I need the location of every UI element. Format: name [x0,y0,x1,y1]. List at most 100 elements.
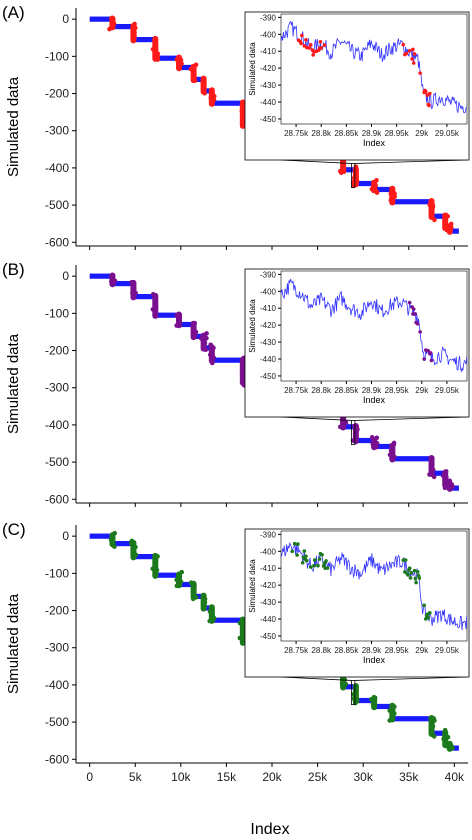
inset-change-point [404,51,409,56]
zoom-connector [280,416,352,421]
inset-change-point [406,573,410,577]
zoom-connector [280,676,352,681]
y-tick-label: -100 [45,306,69,320]
change-point [200,81,206,87]
inset-change-point [415,322,420,326]
change-point [109,24,114,29]
change-point [202,90,207,96]
x-tick-label: 25k [308,770,328,784]
inset-change-point [410,57,414,61]
y-axis-label: Simulated data [5,76,22,177]
series-segment [343,167,356,173]
series-segment [179,64,194,71]
series-segment [211,617,243,623]
inset-x-tick-label: 29.05k [435,386,460,395]
series-segment [343,424,356,430]
change-point [203,347,209,353]
change-point [132,30,137,35]
series-segment [355,180,375,187]
change-point [427,202,433,208]
change-point [340,419,345,425]
change-point [110,533,116,539]
inset-change-point [292,541,297,546]
inset-x-tick-label: 29k [415,129,429,138]
change-point [179,61,184,67]
y-tick-label: -300 [45,381,69,395]
change-point [392,454,397,460]
zoom-connector [354,159,468,164]
x-tick-label: 40k [445,770,465,784]
change-point [430,456,435,461]
change-point [369,435,375,440]
change-point [176,581,181,587]
change-point [192,320,198,326]
change-point [450,484,456,490]
change-point [210,360,215,366]
inset-change-point [411,47,415,52]
y-tick-label: -400 [45,161,69,175]
series-segment [133,554,156,560]
change-point [351,696,357,702]
change-point [374,440,380,446]
change-point [337,424,343,430]
inset-y-axis-label: Simulated data [248,42,257,96]
change-point [339,681,345,686]
inset-change-point [304,38,308,42]
series-segment [374,186,393,193]
change-point [388,448,394,454]
series-segment [343,684,356,690]
inset-change-point [407,300,412,305]
inset-change-point [401,42,406,47]
series-segment [392,199,432,205]
inset-y-tick-label: -390 [260,530,277,539]
inset-change-point [311,53,315,57]
inset-series-line [280,541,468,631]
change-point [207,352,213,358]
inset-x-tick-label: 28.85k [334,646,359,655]
y-tick-label: -200 [45,344,69,358]
inset-change-point [407,566,412,571]
change-point [191,71,197,76]
change-point [202,340,208,346]
change-point [431,734,437,739]
change-point [133,544,138,550]
change-point [442,213,448,219]
change-point [133,552,139,558]
inset-y-tick-label: -410 [260,304,277,313]
panel-1: 0 -100 -200 -300 -400 -500 -600 Simulated data (… [2,3,470,250]
inset-change-point [299,41,303,46]
change-point [369,696,374,702]
change-point [338,170,344,176]
change-point [374,190,380,195]
change-point [155,57,161,62]
inset-y-tick-label: -420 [260,64,277,73]
inset-change-point [308,565,313,569]
inset-x-tick-label: 29k [415,386,429,395]
inset-change-point [403,570,407,574]
inset-y-tick-label: -400 [260,287,277,296]
y-tick-label: -500 [45,198,69,212]
inset-x-tick-label: 28.95k [385,646,410,655]
inset-change-point [415,570,420,574]
series-segment [449,228,459,234]
change-point [204,335,209,341]
y-axis-label: Simulated data [5,593,22,694]
inset-change-point [422,603,426,608]
change-point [208,342,213,348]
change-point [130,550,136,555]
inset-y-tick-label: -440 [260,98,277,107]
change-point [442,477,448,483]
change-point [343,681,349,687]
inset-y-tick-label: -410 [260,564,277,573]
change-point [176,312,181,318]
zoom-box [351,163,356,189]
change-point [204,331,209,336]
inset-x-tick-label: 28.9k [362,129,383,138]
y-tick-label: -300 [45,124,69,138]
inset-change-point [422,357,426,361]
inset-change-point [302,549,307,553]
change-point [373,183,378,188]
series-segment [89,16,113,22]
